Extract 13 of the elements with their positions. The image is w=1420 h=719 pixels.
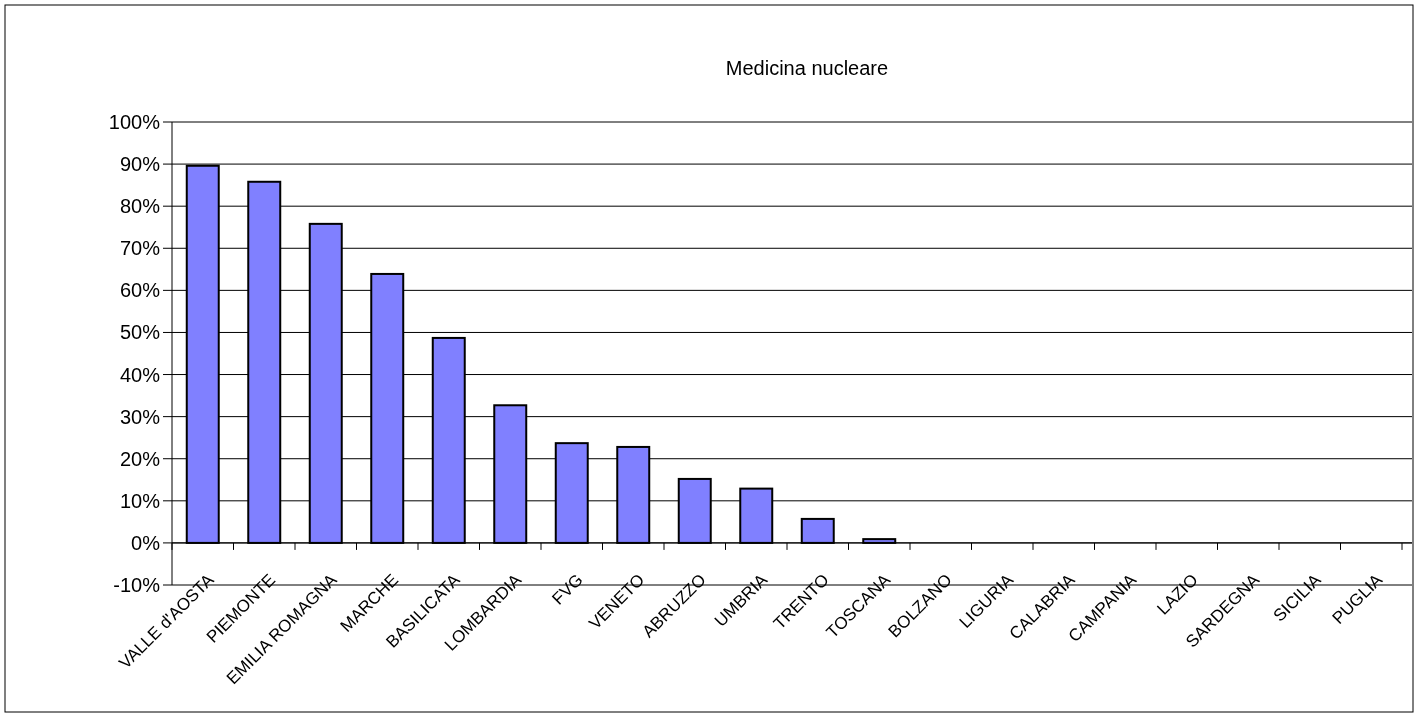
y-tick-label: 100% [108,111,161,133]
y-tick-label: 90% [119,153,161,176]
chart-title: Medicina nucleare [725,57,889,79]
y-tick-label: 50% [119,321,161,344]
y-tick-label: -10% [113,574,161,596]
y-tick-label: 70% [119,237,161,260]
y-tick-label: 40% [119,363,161,386]
y-tick-label: 80% [119,195,161,218]
y-tick-label: 0% [131,531,161,554]
y-tick-label: 20% [119,447,161,470]
y-tick-label: 60% [119,279,161,302]
y-tick-label: 10% [119,489,161,512]
y-tick-label: 30% [119,405,161,428]
